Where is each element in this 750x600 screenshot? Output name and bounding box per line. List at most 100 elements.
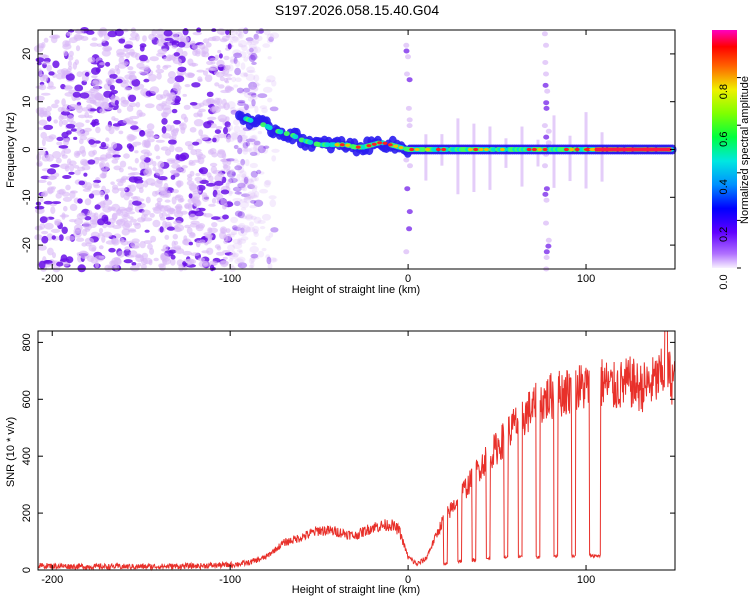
- noise-blob: [166, 54, 173, 62]
- noise-blob: [118, 56, 125, 65]
- noise-blob: [105, 162, 110, 171]
- noise-blob: [253, 216, 262, 224]
- noise-blob: [88, 244, 97, 252]
- noise-blob: [185, 258, 195, 265]
- noise-blob: [228, 30, 239, 36]
- noise-blob: [265, 254, 271, 260]
- spectrogram-y-tick-label: 10: [21, 96, 33, 108]
- noise-blob: [78, 138, 84, 145]
- noise-blob: [58, 188, 66, 195]
- noise-blob: [218, 53, 223, 59]
- noise-blob: [225, 80, 230, 84]
- noise-blob: [197, 257, 206, 262]
- streak-blob: [545, 140, 552, 146]
- noise-blob: [211, 222, 218, 228]
- noise-blob: [82, 188, 91, 192]
- streak-blob: [543, 197, 550, 203]
- noise-blob: [249, 43, 257, 50]
- noise-blob: [151, 135, 159, 139]
- noise-blob: [105, 124, 112, 132]
- noise-blob: [234, 51, 240, 58]
- noise-blob: [172, 84, 182, 92]
- ridge-core: [526, 147, 532, 152]
- noise-blob: [123, 248, 132, 257]
- noise-blob: [54, 220, 61, 226]
- noise-blob: [50, 206, 56, 214]
- noise-blob: [214, 244, 221, 249]
- noise-blob: [242, 87, 251, 93]
- noise-blob: [239, 51, 247, 58]
- colorbar-tick-label: 0.2: [718, 227, 730, 242]
- noise-blob: [135, 254, 144, 259]
- noise-blob: [143, 65, 151, 74]
- noise-blob: [167, 207, 176, 215]
- noise-blob: [192, 31, 202, 36]
- noise-blob: [144, 103, 155, 109]
- noise-blob: [240, 207, 247, 211]
- noise-blob: [99, 190, 105, 197]
- noise-blob: [119, 218, 129, 223]
- noise-blob: [190, 149, 198, 156]
- noise-blob: [212, 137, 217, 143]
- noise-blob: [181, 165, 188, 169]
- snr-y-tick-label: 800: [21, 333, 33, 351]
- noise-blob: [85, 119, 90, 124]
- noise-blob: [141, 252, 149, 259]
- noise-blob: [36, 153, 42, 162]
- noise-blob: [163, 29, 173, 37]
- colorbar-label: Normalized spectral amplitude: [739, 76, 750, 224]
- spectrogram-ylabel: Frequency (Hz): [5, 112, 17, 188]
- noise-blob: [62, 175, 72, 179]
- streak-blob: [406, 117, 413, 123]
- noise-blob: [227, 244, 236, 251]
- noise-blob: [172, 128, 179, 134]
- noise-blob: [251, 253, 258, 257]
- noise-blob: [234, 60, 241, 67]
- noise-blob: [187, 58, 194, 66]
- noise-blob: [132, 200, 142, 206]
- noise-blob: [255, 29, 264, 34]
- noise-blob: [244, 193, 252, 200]
- noise-blob: [168, 71, 176, 79]
- noise-blob: [166, 226, 175, 231]
- noise-blob: [203, 38, 210, 44]
- noise-blob: [227, 178, 232, 185]
- noise-blob: [222, 214, 229, 220]
- noise-blob: [196, 69, 205, 73]
- noise-blob: [112, 237, 117, 244]
- noise-blob: [127, 70, 137, 74]
- noise-blob: [168, 139, 177, 145]
- noise-blob: [259, 105, 268, 110]
- noise-blob: [131, 262, 137, 266]
- noise-blob: [58, 234, 64, 242]
- noise-blob: [271, 155, 277, 162]
- noise-blob: [178, 263, 184, 272]
- noise-blob: [184, 224, 191, 229]
- noise-blob: [232, 197, 243, 203]
- noise-blob: [203, 121, 212, 129]
- noise-blob: [245, 73, 256, 82]
- spectrogram-x-tick-label: -100: [219, 273, 241, 285]
- noise-blob: [233, 144, 239, 150]
- noise-blob: [193, 112, 200, 118]
- noise-blob: [198, 129, 204, 137]
- noise-blob: [191, 45, 199, 50]
- noise-blob: [264, 179, 272, 186]
- noise-blob: [137, 198, 145, 202]
- noise-blob: [130, 167, 138, 171]
- noise-blob: [262, 146, 269, 154]
- noise-blob: [189, 170, 195, 177]
- noise-blob: [199, 239, 206, 244]
- noise-blob: [93, 85, 100, 92]
- noise-blob: [249, 162, 258, 169]
- ridge-mid: [307, 139, 314, 145]
- noise-blob: [79, 92, 90, 99]
- noise-blob: [249, 151, 258, 156]
- noise-blob: [208, 260, 218, 267]
- noise-blob: [234, 210, 243, 217]
- noise-blob: [50, 228, 61, 233]
- noise-blob: [238, 250, 243, 254]
- streak-blob: [543, 255, 550, 260]
- noise-blob: [95, 126, 101, 134]
- noise-blob: [251, 61, 257, 65]
